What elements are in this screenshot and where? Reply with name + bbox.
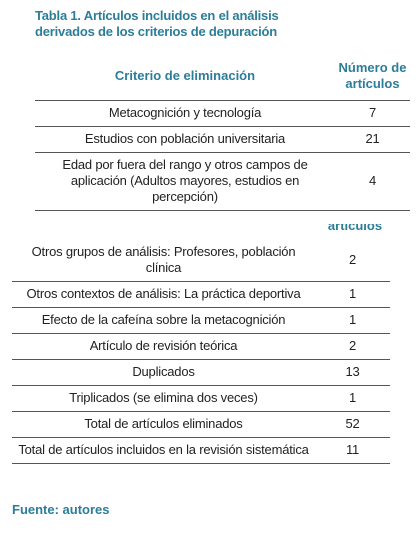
count-cell: 1 xyxy=(348,390,357,405)
table: Otros grupos de análisis: Profesores, po… xyxy=(12,240,390,464)
criterion-cell: Otros grupos de análisis: Profesores, po… xyxy=(31,244,296,275)
clipped-text: artículos xyxy=(327,224,383,232)
count-cell: 2 xyxy=(348,338,357,353)
criterion-cell: Edad por fuera del rango y otros campos … xyxy=(62,157,308,204)
table-row: Otros grupos de análisis: Profesores, po… xyxy=(12,240,390,282)
count-cell: 4 xyxy=(368,173,377,188)
criterion-cell: Duplicados xyxy=(132,364,195,379)
table-row: Efecto de la cafeína sobre la metacognic… xyxy=(12,308,390,334)
criterion-cell: Efecto de la cafeína sobre la metacognic… xyxy=(41,312,286,327)
table-row: Duplicados 13 xyxy=(12,360,390,386)
count-cell: 21 xyxy=(365,131,380,146)
clipped-header: artículos xyxy=(320,224,390,232)
criterion-cell: Total de artículos eliminados xyxy=(84,416,243,431)
table-row: Total de artículos incluidos en la revis… xyxy=(12,438,390,464)
count-cell: 7 xyxy=(368,105,377,120)
column-header: Número de artículos xyxy=(338,60,407,91)
criterion-cell: Otros contextos de análisis: La práctica… xyxy=(26,286,301,301)
criterion-cell: Triplicados (se elimina dos veces) xyxy=(69,390,258,405)
table-row: Edad por fuera del rango y otros campos … xyxy=(35,153,410,211)
criterion-cell: Estudios con población universitaria xyxy=(84,131,286,146)
criterion-cell: Total de artículos incluidos en la revis… xyxy=(18,442,309,457)
table-row: Otros contextos de análisis: La práctica… xyxy=(12,282,390,308)
table-row: Artículo de revisión teórica 2 xyxy=(12,334,390,360)
criterion-cell: Artículo de revisión teórica xyxy=(89,338,238,353)
table-row: Metacognición y tecnología 7 xyxy=(35,101,410,127)
source-note: Fuente: autores xyxy=(12,502,110,517)
count-cell: 2 xyxy=(348,252,357,267)
count-cell: 13 xyxy=(345,364,360,379)
table-row: Total de artículos eliminados 52 xyxy=(12,412,390,438)
count-cell: 1 xyxy=(348,312,357,327)
table: Metacognición y tecnología 7 Estudios con … xyxy=(35,100,410,211)
table-title: Tabla 1. Artículos incluidos en el análi… xyxy=(35,8,279,39)
table-row: Estudios con población universitaria 21 xyxy=(35,127,410,153)
table-row: Triplicados (se elimina dos veces) 1 xyxy=(12,386,390,412)
count-cell: 52 xyxy=(345,416,360,431)
count-cell: 1 xyxy=(348,286,357,301)
criterion-cell: Metacognición y tecnología xyxy=(108,105,262,120)
count-cell: 11 xyxy=(345,442,360,457)
column-header: Criterio de eliminación xyxy=(114,68,256,83)
